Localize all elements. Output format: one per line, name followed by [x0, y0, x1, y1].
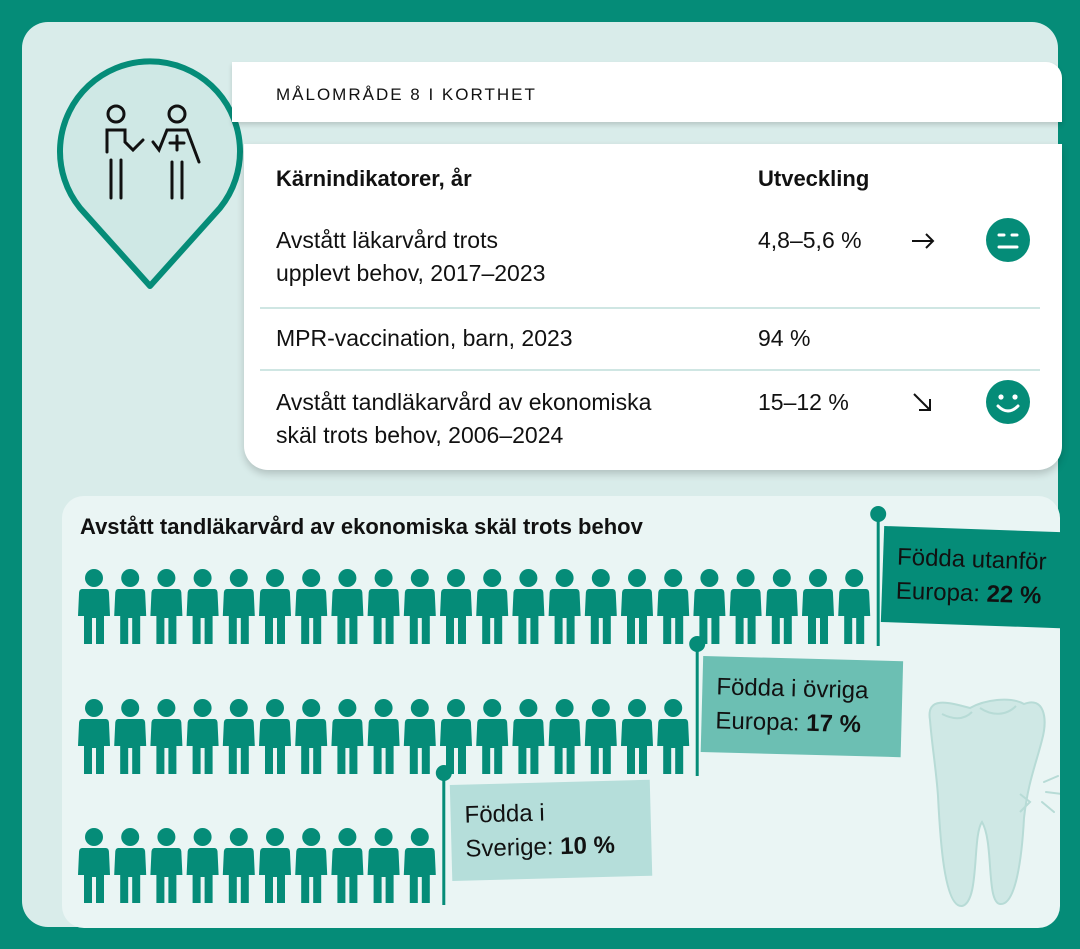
person-icon [150, 699, 183, 774]
section-title: MÅLOMRÅDE 8 I KORTHET [276, 85, 537, 104]
row-label-line: upplevt behov, 2017–2023 [276, 260, 546, 286]
flag-label-line2: Europa: 17 % [715, 707, 861, 738]
person-icon [657, 569, 690, 644]
flat-arrow-icon [912, 233, 935, 249]
person-icon [259, 569, 291, 644]
person-icon [512, 699, 545, 774]
row-label-line: skäl trots behov, 2006–2024 [276, 422, 564, 448]
table-row-label: Avstått läkarvård trots upplevt behov, 2… [276, 224, 746, 290]
person-icon [186, 828, 219, 903]
patient-doctor-icon [105, 104, 201, 200]
flag-value: 17 % [806, 710, 861, 738]
pictogram-chart-panel: Avstått tandläkarvård av ekonomiska skäl… [62, 496, 1060, 928]
column-header-trend: Utveckling [758, 166, 870, 191]
person-icon [222, 699, 255, 774]
person-icon [259, 699, 291, 774]
person-icon [186, 699, 219, 774]
person-icon [331, 828, 364, 903]
down-arrow-icon [913, 393, 931, 411]
person-icon [621, 569, 653, 644]
flag-banner [449, 779, 653, 881]
person-holding-flag-icon [403, 828, 436, 903]
person-icon [512, 569, 545, 644]
person-icon [584, 569, 617, 644]
person-icon [222, 569, 255, 644]
person-icon [295, 828, 328, 903]
row-label-line: MPR-vaccination, barn, 2023 [276, 325, 573, 351]
column-header-indicator: Kärnindikatorer, år [276, 166, 472, 191]
person-icon [150, 828, 183, 903]
person-icon [802, 569, 834, 644]
person-icon [222, 828, 255, 903]
person-icon [78, 569, 110, 644]
person-icon [403, 699, 436, 774]
person-icon [150, 569, 183, 644]
row-divider [260, 369, 1040, 371]
flag-pole-knob [870, 506, 887, 522]
person-icon [476, 569, 509, 644]
flag-label-line1: Födda utanför [897, 543, 1047, 575]
row-label-line: Avstått läkarvård trots [276, 227, 498, 253]
flag-label-line2: Sverige: 10 % [465, 832, 615, 863]
flag-label-line1: Födda i [464, 800, 545, 829]
person-icon [584, 699, 617, 774]
row-divider [260, 307, 1040, 309]
row-value: 15–12 % [758, 389, 849, 415]
person-icon [367, 569, 400, 644]
person-icon [765, 569, 798, 644]
infographic-card: MÅLOMRÅDE 8 I KORTHET Kärnindikatorer, å… [22, 22, 1062, 928]
row-value: 94 % [758, 325, 811, 351]
person-icon [186, 569, 219, 644]
person-icon [403, 569, 436, 644]
person-icon [295, 569, 328, 644]
flag-value: 22 % [986, 581, 1042, 610]
row-value: 4,8–5,6 % [758, 227, 862, 253]
flag-label: Födda i Sverige: 10 % [449, 779, 653, 881]
person-icon [331, 569, 364, 644]
person-icon [440, 699, 472, 774]
flag-banner [880, 525, 1060, 629]
person-icon [78, 699, 110, 774]
person-icon [78, 828, 110, 903]
row-label-line: Avstått tandläkarvård av ekonomiska [276, 389, 652, 415]
person-icon [367, 699, 400, 774]
neutral-face-icon [986, 218, 1030, 262]
flag-value: 10 % [560, 832, 615, 860]
person-icon [295, 699, 328, 774]
person-icon [114, 569, 147, 644]
indicator-table: Kärnindikatorer, år Utveckling Avstått l… [244, 144, 1062, 470]
person-icon [440, 569, 472, 644]
person-icon [621, 699, 653, 774]
table-row-label: Avstått tandläkarvård av ekonomiska skäl… [276, 386, 746, 452]
happy-face-icon [986, 380, 1030, 424]
section-header: MÅLOMRÅDE 8 I KORTHET [232, 62, 1062, 122]
person-icon [693, 569, 726, 644]
location-pin-icon [50, 58, 250, 290]
person-icon [331, 699, 364, 774]
person-icon [729, 569, 762, 644]
tooth-icon [928, 698, 1060, 908]
person-icon [114, 828, 147, 903]
table-row-label: MPR-vaccination, barn, 2023 [276, 322, 746, 355]
person-icon [367, 828, 400, 903]
person-holding-flag-icon [657, 699, 690, 774]
person-icon [548, 699, 581, 774]
person-icon [548, 569, 581, 644]
flag-pole-knob [689, 636, 706, 652]
person-icon [476, 699, 509, 774]
flag-label-line1: Födda i övriga [716, 673, 869, 704]
person-icon [114, 699, 147, 774]
flag-pole-knob [435, 765, 452, 781]
chart-title: Avstått tandläkarvård av ekonomiska skäl… [80, 514, 643, 539]
person-holding-flag-icon [838, 569, 871, 644]
flag-banner [700, 656, 904, 758]
person-icon [259, 828, 291, 903]
flag-label-line2: Europa: 22 % [895, 577, 1041, 609]
